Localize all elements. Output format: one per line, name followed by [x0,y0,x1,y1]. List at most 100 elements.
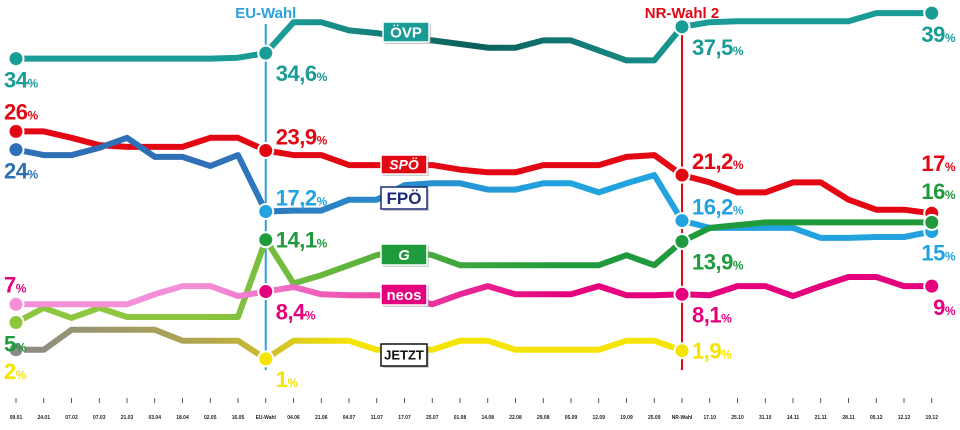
data-point [923,277,941,295]
value-label-number: 1,9 [692,339,721,364]
x-tick-label: EU-Wahl [256,415,277,421]
x-tick-label: 07.03 [93,415,106,421]
logo-spö: SPÖ [380,154,429,176]
data-point [257,44,275,62]
value-label-number: 14,1 [276,228,317,253]
x-tick-label: 16.05 [232,415,245,421]
value-label-unit: % [305,309,316,323]
value-label-unit: % [733,44,744,58]
data-point [7,50,25,68]
value-label: 21,2% [692,149,744,174]
value-label: 1,9% [692,339,732,364]
value-label: 14,1% [276,228,328,253]
logo-text: JETZT [384,348,424,363]
logo-box [380,154,428,175]
value-label-unit: % [317,237,328,251]
value-label: 15% [921,241,955,266]
logo-box [380,343,428,367]
data-point [257,283,275,301]
value-label: 24% [4,159,38,184]
value-label-number: 15 [921,241,945,266]
data-point [673,233,691,251]
x-tick-label: 14.11 [787,415,799,421]
value-label: 23,9% [276,125,328,150]
x-tick-label: 17.07 [398,415,411,421]
x-tick-label: 01.08 [454,415,467,421]
value-label-number: 7 [4,272,16,297]
value-label-unit: % [945,304,956,318]
value-label-unit: % [721,348,732,362]
x-tick-label: 21.03 [121,415,134,421]
value-label-number: 8,1 [692,302,721,327]
value-label-number: 37,5 [692,35,733,60]
value-label-number: 2 [4,359,16,384]
x-tick-label: 28.11 [842,415,854,421]
data-point [673,166,691,184]
value-label: 17% [921,151,955,176]
event-label: NR-Wahl 2 [645,5,719,22]
series-points [7,4,941,368]
x-tick-label: 24.01 [37,415,50,421]
data-point [673,285,691,303]
x-tick-label: 14.08 [481,415,494,421]
logo-box [380,243,428,266]
value-label-unit: % [733,204,744,218]
x-tick-label: 21.06 [315,415,328,421]
value-label-number: 21,2 [692,149,733,174]
value-label-number: 34 [4,68,29,93]
logo-grüne: G [380,243,429,267]
value-label-number: 5 [4,332,16,357]
value-label-unit: % [16,368,27,382]
value-label: 8,1% [692,302,732,327]
logo-text: neos [386,287,421,304]
series-line-jetzt [16,326,684,362]
x-tick-label: 25.07 [426,415,439,421]
series-lines [14,10,933,362]
value-label-unit: % [288,376,299,390]
value-label: 16,2% [692,195,744,220]
value-label: 1% [276,367,299,392]
value-label-unit: % [317,134,328,148]
logo-text: FPÖ [387,189,422,208]
logo-jetzt: JETZT [380,343,429,368]
data-point [7,295,25,313]
data-point [673,212,691,230]
value-label: 5% [4,332,27,357]
value-label-unit: % [16,341,27,355]
x-tick-label: 05.12 [870,415,883,421]
series-line-grüne [14,219,932,326]
data-point [7,341,25,359]
logo-text: G [398,247,410,264]
value-label: 8,4% [276,300,316,325]
data-point [257,142,275,160]
logo-text: SPÖ [389,157,419,173]
logo-box [382,21,430,43]
x-tick-label: 04.07 [343,415,356,421]
data-point [923,213,941,231]
value-label-unit: % [945,188,956,202]
data-point [673,342,691,360]
x-tick-label: 11.07 [371,415,383,421]
data-point [257,231,275,249]
value-label-unit: % [27,168,38,182]
value-label: 7% [4,272,27,297]
logo-neos: neos [380,283,429,307]
series-line-neos [16,274,932,308]
x-tick-label: 19.12 [925,415,938,421]
data-point [7,141,25,159]
x-tick-label: 12.09 [592,415,605,421]
value-label: 17,2% [276,185,328,210]
value-label-number: 17 [921,151,945,176]
x-tick-label: 31.10 [759,415,772,421]
series-line-övp [16,10,932,64]
x-tick-label: 07.02 [65,415,78,421]
value-label-unit: % [945,250,956,264]
event-label: EU-Wahl [235,5,296,22]
series-line-spö [16,128,933,217]
data-point [673,18,691,36]
x-tick-label: 29.08 [537,415,550,421]
value-label-unit: % [733,158,744,172]
data-point [923,4,941,22]
